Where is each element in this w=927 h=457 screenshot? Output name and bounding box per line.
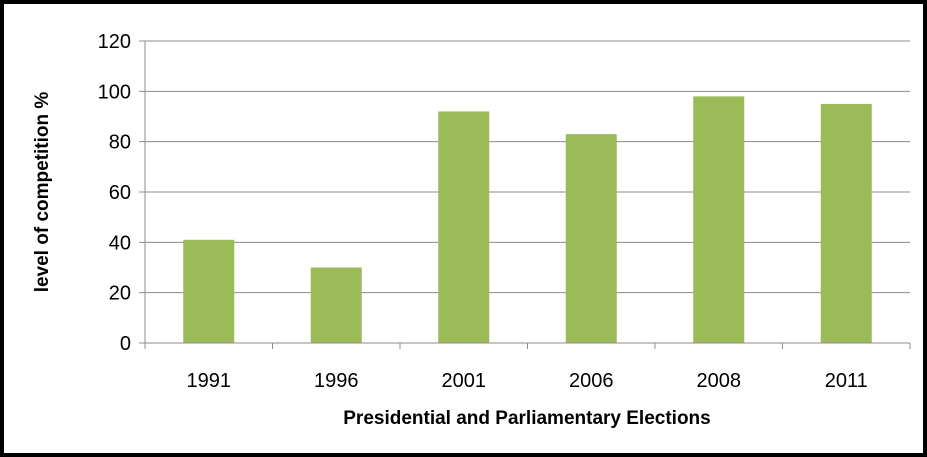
x-tick-label: 1996 xyxy=(314,370,359,392)
y-tick-label: 40 xyxy=(109,232,131,254)
bar-2011 xyxy=(820,103,872,344)
y-tick-label: 60 xyxy=(109,182,131,204)
bar-2008 xyxy=(693,96,745,343)
bar-2006 xyxy=(565,134,617,343)
bar-1991 xyxy=(183,239,235,343)
x-tick-label: 2001 xyxy=(442,370,487,392)
x-tick-label: 2008 xyxy=(697,370,742,392)
gridlines xyxy=(145,40,910,294)
x-tick-label: 2006 xyxy=(569,370,614,392)
bar-1996 xyxy=(310,267,362,343)
axes xyxy=(139,40,911,349)
y-tick-label: 100 xyxy=(98,81,131,103)
x-tick-labels: 1991 1996 2001 2006 2008 2011 xyxy=(187,370,868,392)
bar-2001 xyxy=(438,111,490,343)
y-tick-label: 20 xyxy=(109,283,131,305)
y-tick-labels: 0 20 40 60 80 100 120 xyxy=(98,31,131,355)
x-tick-label: 2011 xyxy=(825,370,868,392)
y-tick-label: 120 xyxy=(98,31,131,53)
y-tick-label: 0 xyxy=(120,333,131,355)
y-tick-label: 80 xyxy=(109,132,131,154)
y-axis-title: level of competition % xyxy=(32,92,53,293)
bars xyxy=(183,96,872,344)
x-tick-label: 1991 xyxy=(187,370,232,392)
x-axis-title: Presidential and Parliamentary Elections xyxy=(343,408,710,429)
